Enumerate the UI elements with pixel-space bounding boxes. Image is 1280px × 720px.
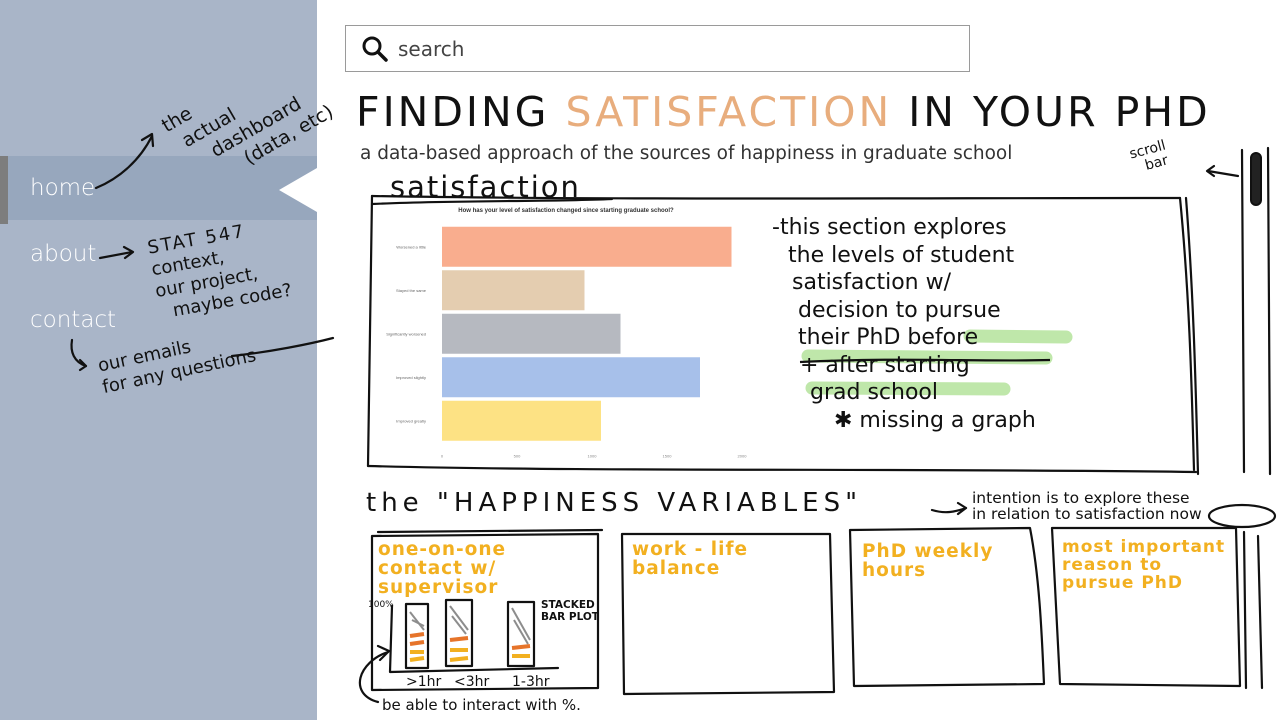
happiness-annotation: intention is to explore these in relatio… [972,490,1202,522]
chart-category-label: Improved greatly [396,418,426,423]
sidebar-item-home[interactable]: home [0,156,317,224]
search-input[interactable] [398,36,938,61]
card-title: PhD weekly hours [862,541,994,581]
section-notes: -this section explores the levels of stu… [772,214,1036,434]
note-line: decision to pursue [798,297,1001,323]
scrollbar-thumb[interactable] [1250,152,1262,206]
happiness-title: the "HAPPINESS VARIABLES" [366,488,863,518]
satisfaction-chart: How has your level of satisfaction chang… [380,205,750,460]
chart-category-label: Improved slightly [396,375,426,380]
note-line: satisfaction w/ [792,270,952,295]
card-weekly-hours[interactable]: PhD weekly hours [862,542,1002,580]
sketch-x-label: >1hr [406,674,442,690]
sidebar-item-about[interactable]: about [0,222,317,286]
chart-title: How has your level of satisfaction chang… [458,208,674,214]
chart-bar [442,357,700,398]
sidebar-item-label: contact [30,307,117,333]
sketch-x-label: 1-3hr [512,674,550,690]
note-line: + after starting [800,352,970,378]
chart-tick-label: 1500 [663,454,673,459]
card-work-life[interactable]: work - life balance [632,540,812,578]
page-title: FINDING SATISFACTION IN YOUR PHD [356,88,1211,136]
annotation-line: bar [1143,152,1170,174]
sidebar-item-contact[interactable]: contact [0,288,317,352]
sketch-x-label: <3hr [454,674,490,690]
chart-category-label: Worsened a little [396,244,426,249]
chart-bar [442,226,732,267]
chart-tick-label: 1000 [588,454,598,459]
page-subtitle: a data-based approach of the sources of … [360,143,1013,164]
chart-tick-label: 0 [441,454,444,459]
sketch-y-label: 100% [368,600,394,610]
sidebar: home about contact [0,0,317,720]
search-icon [362,36,388,62]
chart-category-label: Stayed the same [396,288,427,293]
card-title: one-on-one contact w/ supervisor [378,539,507,598]
chart-category-label: Significantly worsened [386,331,426,336]
section-label: satisfaction [390,170,581,204]
chart-tick-label: 2000 [738,454,748,459]
card-one-on-one[interactable]: one-on-one contact w/ supervisor [378,540,578,597]
sidebar-item-label: about [30,241,97,267]
sketch-chart-type: STACKED BAR PLOT [541,599,599,623]
chart-bar [442,313,621,354]
chart-bar [442,400,601,441]
annotation-line: intention is to explore these [972,489,1190,507]
annotation-line: in relation to satisfaction now [972,505,1202,523]
title-accent: SATISFACTION [565,88,893,136]
note-line: grad school [810,380,938,405]
title-part: FINDING [356,88,566,136]
note-line: -this section explores [772,215,1007,240]
interact-annotation: be able to interact with %. [382,696,581,714]
note-line: the levels of student [788,242,1015,268]
active-indicator [279,168,317,212]
satisfaction-chart-svg: How has your level of satisfaction chang… [386,208,748,459]
search-bar[interactable] [345,25,970,72]
card-reason[interactable]: most important reason to pursue PhD [1062,538,1232,592]
sidebar-item-label: home [30,175,96,201]
scroll-annotation: scroll bar [1128,138,1171,177]
title-part: IN YOUR PHD [892,88,1211,136]
card-title: work - life balance [632,539,749,579]
chart-bar [442,270,585,311]
note-line: ✱ missing a graph [834,407,1036,433]
card-title: most important reason to pursue PhD [1062,537,1226,593]
chart-tick-label: 500 [514,454,521,459]
note-line: their PhD before [798,325,979,350]
